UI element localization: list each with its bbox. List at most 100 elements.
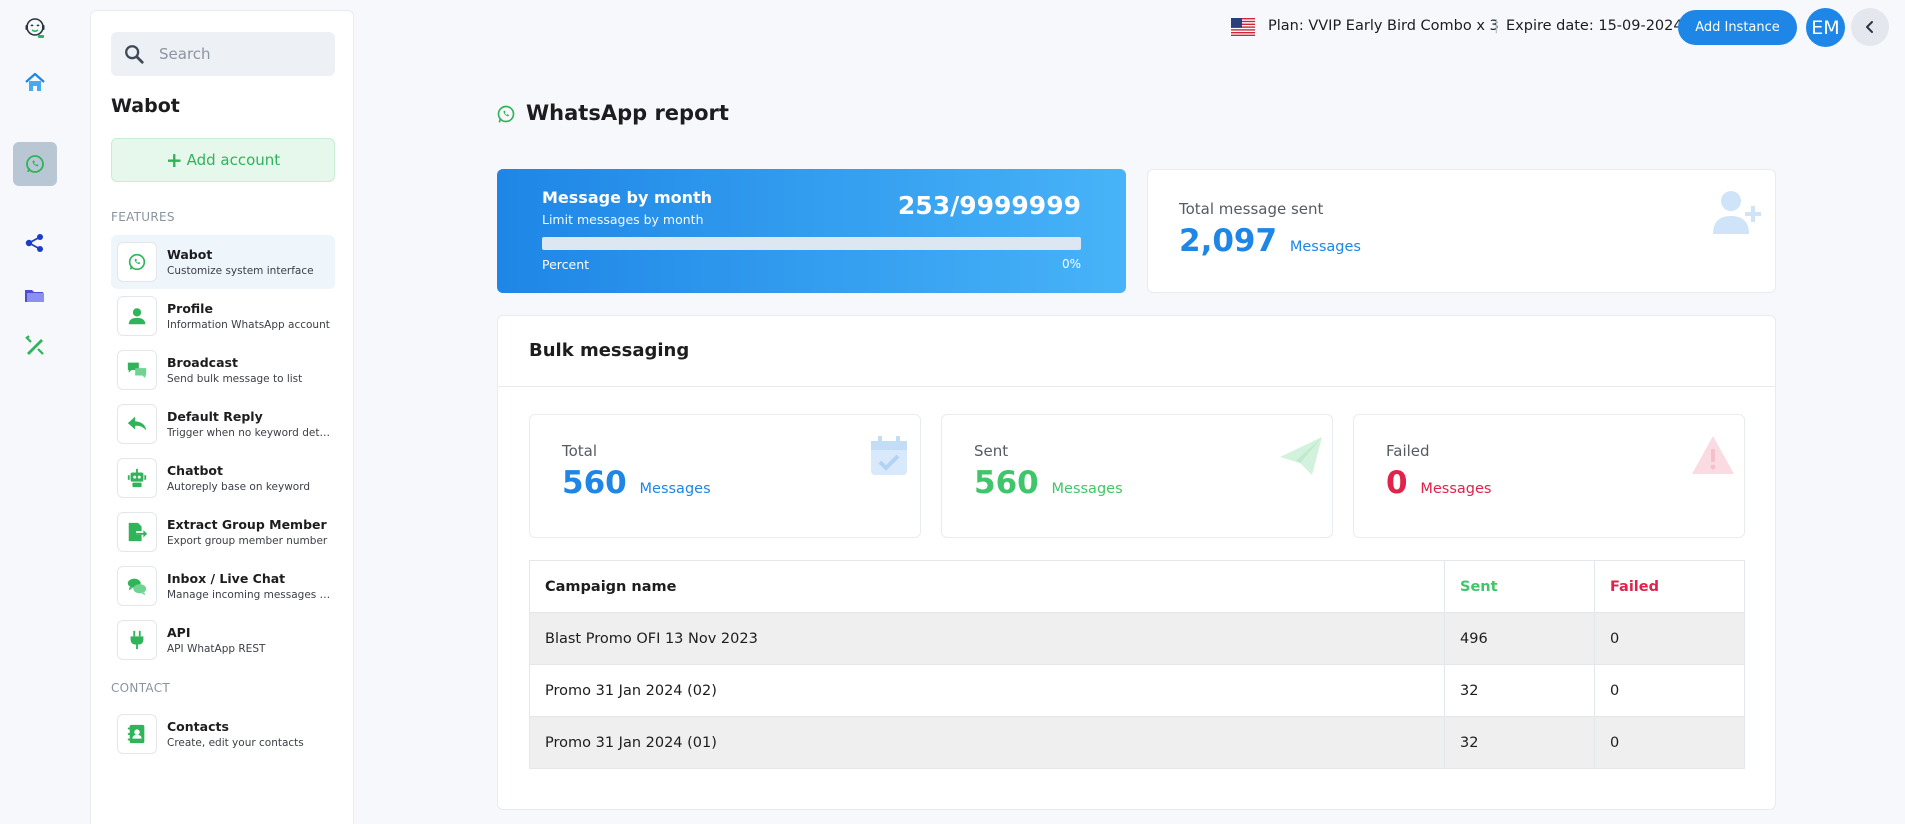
sidebar-title: Wabot: [111, 95, 180, 117]
avatar[interactable]: EM: [1806, 8, 1845, 47]
column-header-failed[interactable]: Failed: [1594, 560, 1745, 613]
percent-value: 0%: [1061, 257, 1081, 271]
menu-item-subtitle: Customize system interface: [167, 265, 314, 277]
robot-icon: [117, 458, 157, 498]
menu-item-subtitle: Manage incoming messages and live chat: [167, 589, 332, 601]
percent-label: Percent: [542, 257, 590, 272]
total-message-value: 2,097 Messages: [1179, 223, 1361, 259]
menu-item-title: Broadcast: [167, 355, 238, 370]
menu-item-title: API: [167, 625, 191, 640]
features-menu: Wabot Customize system interface Profile…: [111, 235, 335, 667]
stat-unit: Messages: [1420, 481, 1492, 497]
month-card-value: 253/9999999: [897, 191, 1081, 220]
menu-item-title: Chatbot: [167, 463, 223, 478]
add-account-button[interactable]: + Add account: [111, 138, 335, 182]
menu-item-api[interactable]: API API WhatApp REST: [111, 613, 335, 667]
expire-date-label: Expire date: 15-09-2024: [1506, 18, 1683, 34]
column-header-campaign[interactable]: Campaign name: [529, 560, 1445, 613]
logo-icon[interactable]: [13, 6, 57, 50]
add-account-label: Add account: [186, 151, 281, 169]
campaign-name-cell: Promo 31 Jan 2024 (02): [529, 664, 1445, 717]
failed-cell: 0: [1594, 612, 1745, 665]
stat-label: Sent: [974, 442, 1009, 460]
bulk-messaging-panel: Bulk messaging Total 560 Messages Sent 5…: [497, 315, 1776, 810]
stat-sent-card: Sent 560 Messages: [941, 414, 1333, 538]
add-instance-button[interactable]: Add Instance: [1678, 10, 1797, 45]
whatsapp-icon[interactable]: [13, 142, 57, 186]
bulk-messaging-title: Bulk messaging: [529, 340, 690, 361]
menu-item-extract-group-member[interactable]: Extract Group Member Export group member…: [111, 505, 335, 559]
home-icon[interactable]: [13, 61, 57, 105]
total-message-card: Total message sent 2,097 Messages: [1147, 169, 1776, 293]
icon-rail: [0, 0, 70, 824]
menu-item-subtitle: Send bulk message to list: [167, 373, 303, 385]
user-icon: [117, 296, 157, 336]
plus-icon: +: [165, 148, 183, 172]
menu-item-default-reply[interactable]: Default Reply Trigger when no keyword de…: [111, 397, 335, 451]
warning-icon: [1692, 436, 1734, 474]
separator: |: [1494, 18, 1499, 34]
menu-item-wabot[interactable]: Wabot Customize system interface: [111, 235, 335, 289]
menu-item-title: Inbox / Live Chat: [167, 571, 286, 586]
stat-unit: Messages: [639, 481, 711, 497]
page-title: WhatsApp report: [526, 101, 729, 125]
menu-item-contacts[interactable]: Contacts Create, edit your contacts: [111, 707, 335, 761]
contact-section-label: CONTACT: [111, 681, 171, 695]
stat-failed-card: Failed 0 Messages: [1353, 414, 1745, 538]
failed-cell: 0: [1594, 664, 1745, 717]
menu-item-subtitle: Information WhatsApp account: [167, 319, 330, 331]
stat-value: 0 Messages: [1386, 465, 1491, 501]
table-row[interactable]: Promo 31 Jan 2024 (01) 32 0: [529, 716, 1745, 769]
stat-value: 560 Messages: [562, 465, 711, 501]
stat-number: 560: [974, 465, 1039, 501]
search-input[interactable]: [159, 43, 319, 65]
table-row[interactable]: Blast Promo OFI 13 Nov 2023 496 0: [529, 612, 1745, 665]
divider: [498, 386, 1775, 387]
user-plus-icon: [1713, 191, 1761, 234]
menu-item-inbox-live-chat[interactable]: Inbox / Live Chat Manage incoming messag…: [111, 559, 335, 613]
chevron-left-icon: [1866, 21, 1873, 33]
total-message-unit: Messages: [1289, 239, 1361, 255]
month-progress-bar: [542, 237, 1081, 250]
search-box: [111, 32, 335, 76]
menu-item-broadcast[interactable]: Broadcast Send bulk message to list: [111, 343, 335, 397]
failed-cell: 0: [1594, 716, 1745, 769]
calendar-check-icon: [871, 436, 907, 475]
sent-cell: 496: [1444, 612, 1595, 665]
folder-icon[interactable]: [13, 273, 57, 317]
menu-item-chatbot[interactable]: Chatbot Autoreply base on keyword: [111, 451, 335, 505]
table-header-row: Campaign name Sent Failed: [529, 560, 1745, 613]
campaign-name-cell: Promo 31 Jan 2024 (01): [529, 716, 1445, 769]
pen-ruler-icon[interactable]: [13, 323, 57, 367]
menu-item-title: Contacts: [167, 719, 229, 734]
campaign-name-cell: Blast Promo OFI 13 Nov 2023: [529, 612, 1445, 665]
column-header-sent[interactable]: Sent: [1444, 560, 1595, 613]
menu-item-title: Profile: [167, 301, 213, 316]
export-icon: [117, 512, 157, 552]
menu-item-profile[interactable]: Profile Information WhatsApp account: [111, 289, 335, 343]
contact-menu: Contacts Create, edit your contacts: [111, 707, 335, 761]
features-section-label: FEATURES: [111, 210, 175, 224]
sent-cell: 32: [1444, 716, 1595, 769]
whatsapp-icon: [117, 242, 157, 282]
menu-item-subtitle: Export group member number: [167, 535, 328, 547]
whatsapp-icon: [497, 105, 515, 123]
message-by-month-card: Message by month Limit messages by month…: [497, 169, 1126, 293]
stat-number: 0: [1386, 465, 1408, 501]
menu-item-subtitle: Autoreply base on keyword: [167, 481, 311, 493]
menu-item-subtitle: API WhatApp REST: [167, 643, 266, 655]
share-nodes-icon[interactable]: [13, 221, 57, 265]
stat-unit: Messages: [1051, 481, 1123, 497]
stat-label: Total: [562, 442, 598, 460]
plug-icon: [117, 620, 157, 660]
stat-value: 560 Messages: [974, 465, 1123, 501]
table-row[interactable]: Promo 31 Jan 2024 (02) 32 0: [529, 664, 1745, 717]
plan-label: Plan: VVIP Early Bird Combo x 3: [1268, 18, 1499, 34]
menu-item-subtitle: Trigger when no keyword detected: [167, 427, 332, 439]
campaign-table: Campaign name Sent Failed Blast Promo OF…: [529, 560, 1745, 769]
stat-number: 560: [562, 465, 627, 501]
collapse-button[interactable]: [1851, 8, 1889, 46]
total-message-number: 2,097: [1179, 223, 1278, 259]
sidebar: Wabot + Add account FEATURES Wabot Custo…: [90, 10, 354, 824]
paper-plane-icon: [1280, 437, 1322, 475]
